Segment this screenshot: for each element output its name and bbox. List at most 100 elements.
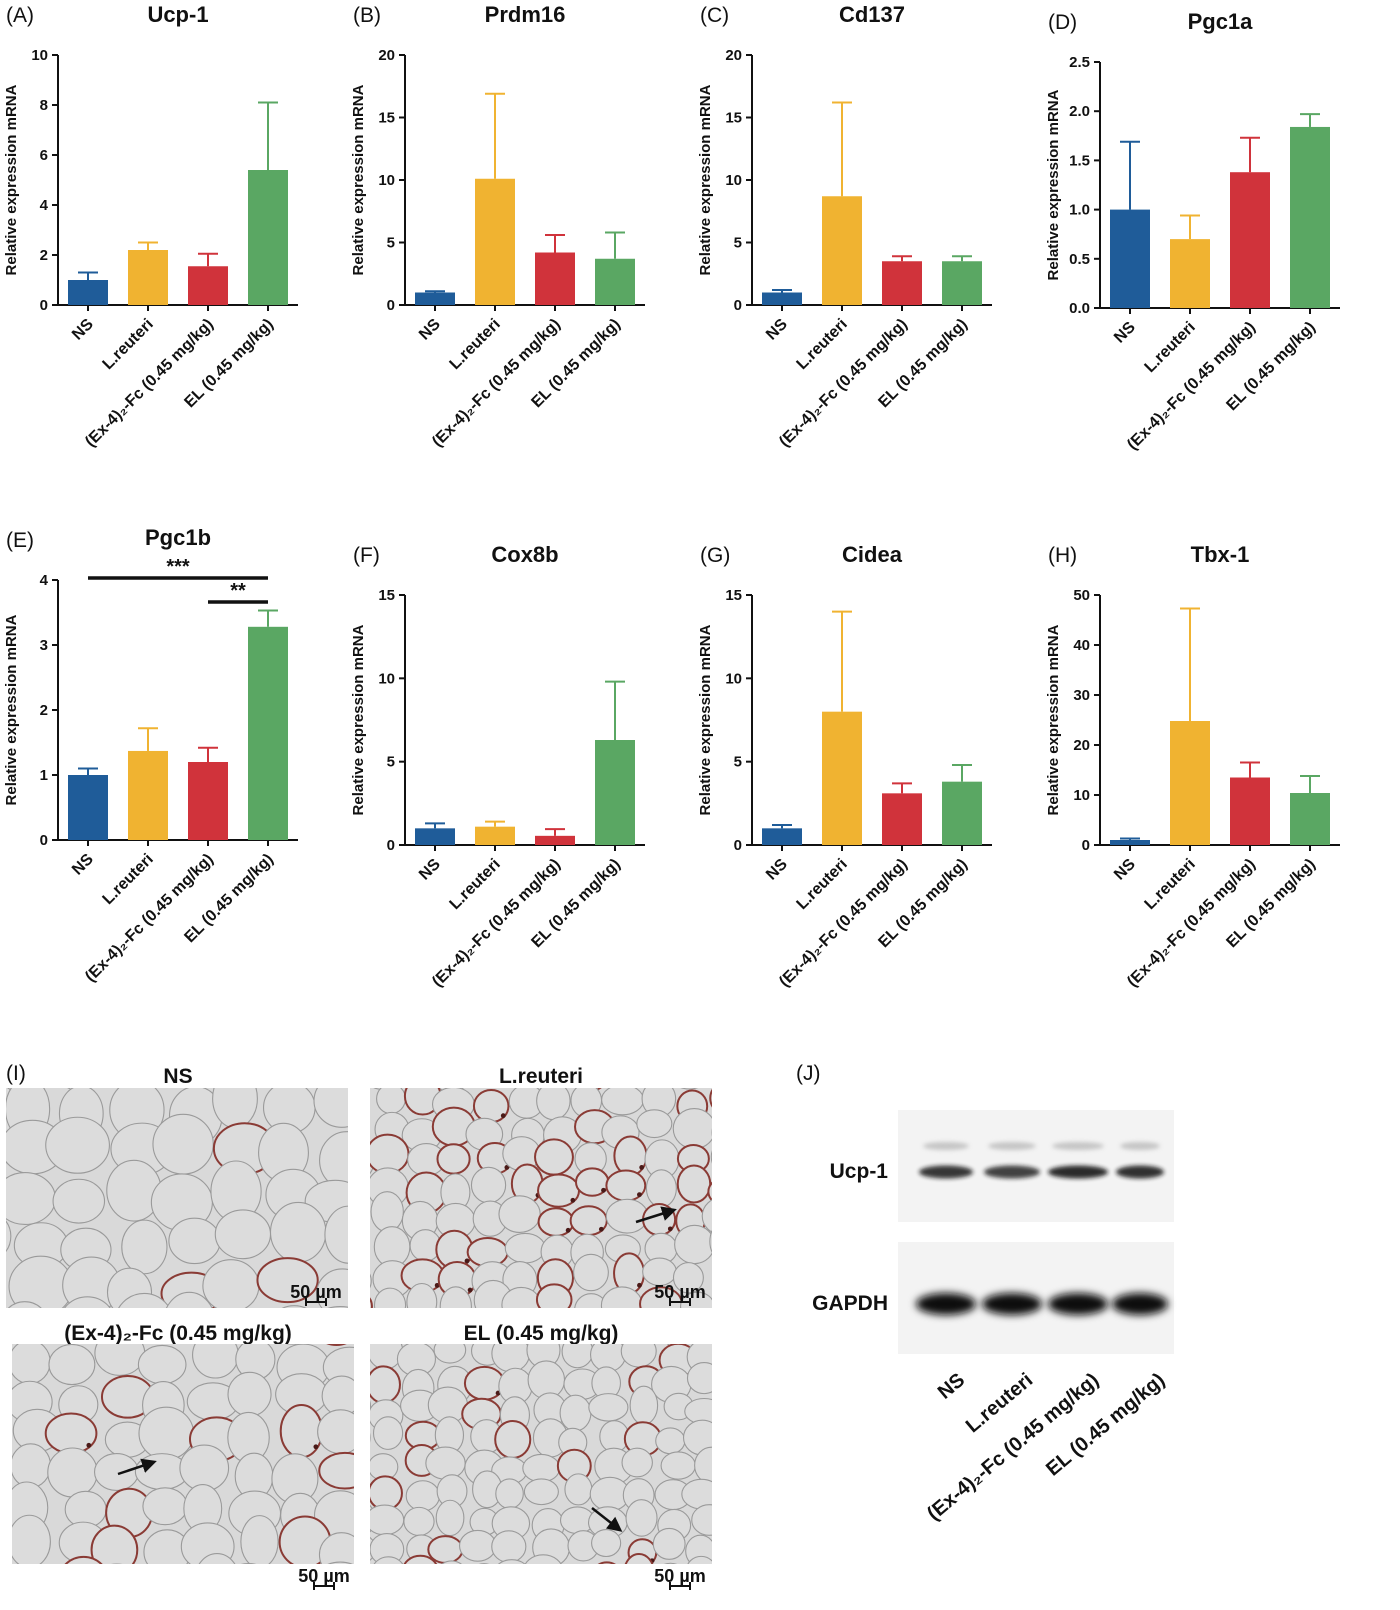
y-tick-label: 2 — [40, 247, 48, 264]
arrow-ex4fc — [117, 1458, 157, 1476]
panel-letter-g: (G) — [700, 544, 730, 567]
panel-letter-d: (D) — [1048, 11, 1077, 34]
blot-band-ucp1-l-reuteri — [984, 1165, 1040, 1179]
y-tick-label: 0 — [1082, 837, 1090, 854]
error-bar-l-reuteri — [485, 820, 505, 827]
significance-label: *** — [166, 556, 190, 578]
error-bar-ex-4-fc-0-45-mg-kg — [1240, 761, 1260, 778]
y-tick-label: 0 — [734, 837, 742, 854]
chart-d-pgc1a: (D) Pgc1a Relative expression mRNA 0.0 0.5 1.… — [1045, 9, 1340, 453]
y-tick-label: 0 — [387, 297, 395, 314]
y-axis-label: Relative expression mRNA — [350, 84, 367, 275]
y-tick-label: 15 — [378, 110, 395, 127]
bar-ex-4-fc-0-45-mg-kg — [535, 835, 575, 845]
error-bar-el-0-45-mg-kg — [952, 255, 972, 262]
bar-ns — [1110, 840, 1150, 845]
y-tick-label: 0.0 — [1069, 300, 1090, 317]
blot-band-gapdh-el-0-45-mg-kg — [1112, 1293, 1168, 1315]
y-tick-label: 15 — [378, 587, 395, 604]
y-tick-label: 6 — [40, 147, 48, 164]
category-label-ns: NS — [763, 316, 791, 344]
bar-el-0-45-mg-kg — [595, 258, 635, 305]
bar-ns — [415, 292, 455, 305]
arrow-el — [591, 1507, 623, 1532]
chart-title: Cidea — [842, 542, 903, 567]
error-bar-l-reuteri — [138, 727, 158, 751]
bar-ns — [68, 775, 108, 840]
bar-ex-4-fc-0-45-mg-kg — [188, 266, 228, 305]
error-bar-l-reuteri — [138, 241, 158, 250]
y-tick-label: 40 — [1073, 637, 1090, 654]
error-bar-ex-4-fc-0-45-mg-kg — [892, 255, 912, 262]
error-bar-el-0-45-mg-kg — [1300, 775, 1320, 793]
y-tick-label: 0.5 — [1069, 251, 1090, 268]
bar-el-0-45-mg-kg — [248, 626, 288, 840]
error-bar-ns — [1120, 140, 1140, 210]
y-tick-label: 1.5 — [1069, 152, 1090, 169]
error-bar-el-0-45-mg-kg — [952, 764, 972, 782]
blot-band-ucp1-upper-el-0-45-mg-kg — [1120, 1142, 1160, 1150]
scale-bar-lreuteri: 50 µm — [654, 1282, 706, 1306]
y-tick-label: 20 — [378, 47, 395, 64]
significance-bracket: *** — [88, 556, 268, 580]
y-axis-label: Relative expression mRNA — [697, 624, 714, 815]
y-tick-label: 0 — [387, 837, 395, 854]
chart-title: Cd137 — [839, 2, 905, 27]
y-tick-label: 5 — [387, 235, 395, 252]
error-bar-ns — [1120, 837, 1140, 840]
chart-h-tbx-1: (H) Tbx-1 Relative expression mRNA 0 10 20 30 4… — [1045, 542, 1340, 990]
bar-l-reuteri — [475, 178, 515, 305]
y-axis-label: Relative expression mRNA — [1045, 624, 1062, 815]
panel-letter-f: (F) — [353, 544, 380, 567]
y-tick-label: 2 — [40, 702, 48, 719]
micrograph-el-0-45-mg-kg — [370, 1344, 712, 1564]
bar-ex-4-fc-0-45-mg-kg — [1230, 777, 1270, 845]
bar-l-reuteri — [128, 250, 168, 305]
blot-band-ucp1-ex-4-fc-0-45-mg-kg — [1048, 1165, 1108, 1179]
chart-a-ucp-1: (A) Ucp-1 Relative expression mRNA 0 2 4 6 8 10 N… — [3, 2, 298, 450]
scale-bar-ex4fc: 50 µm — [298, 1566, 350, 1590]
y-tick-label: 30 — [1073, 687, 1090, 704]
error-bar-l-reuteri — [1180, 214, 1200, 240]
western-blot: (J) Ucp-1 GAPDH NS L.reuteri (Ex-4)₂-Fc … — [796, 1062, 1174, 1525]
blot-row-label-gapdh: GAPDH — [812, 1292, 888, 1315]
y-axis-label: Relative expression mRNA — [3, 614, 20, 805]
error-bar-ns — [78, 767, 98, 775]
category-label-ns: NS — [763, 856, 791, 884]
bar-l-reuteri — [1170, 239, 1210, 308]
y-tick-label: 8 — [40, 97, 48, 114]
category-label-ns: NS — [69, 851, 97, 879]
category-label-l-reuteri: L.reuteri — [447, 316, 504, 373]
bar-ns — [1110, 209, 1150, 308]
chart-c-cd137: (C) Cd137 Relative expression mRNA 0 5 10 15 20… — [697, 2, 992, 450]
bar-el-0-45-mg-kg — [1290, 126, 1330, 308]
y-tick-label: 10 — [378, 172, 395, 189]
error-bar-ns — [425, 822, 445, 829]
error-bar-ex-4-fc-0-45-mg-kg — [545, 828, 565, 836]
category-label-ns: NS — [1111, 319, 1139, 347]
y-tick-label: 1.0 — [1069, 202, 1090, 219]
chart-title: Pgc1b — [145, 525, 211, 550]
bar-ns — [415, 828, 455, 845]
category-label-l-reuteri: L.reuteri — [100, 851, 157, 908]
error-bar-ex-4-fc-0-45-mg-kg — [892, 782, 912, 794]
y-tick-label: 10 — [31, 47, 48, 64]
chart-title: Cox8b — [491, 542, 558, 567]
y-tick-label: 0 — [734, 297, 742, 314]
scale-label-lreuteri: 50 µm — [654, 1282, 705, 1302]
y-tick-label: 5 — [734, 235, 742, 252]
bar-ex-4-fc-0-45-mg-kg — [882, 261, 922, 305]
error-bar-l-reuteri — [832, 610, 852, 712]
y-axis-label: Relative expression mRNA — [1045, 89, 1062, 280]
y-tick-label: 5 — [387, 754, 395, 771]
blot-band-ucp1-el-0-45-mg-kg — [1116, 1165, 1164, 1179]
y-tick-label: 1 — [40, 767, 48, 784]
micrograph-title-el: EL (0.45 mg/kg) — [464, 1322, 619, 1345]
bar-el-0-45-mg-kg — [595, 740, 635, 845]
y-tick-label: 3 — [40, 637, 48, 654]
error-bar-ns — [772, 289, 792, 293]
blot-band-ucp1-upper-ns — [923, 1142, 969, 1150]
y-tick-label: 2.5 — [1069, 54, 1090, 71]
scale-label-ns: 50 µm — [290, 1282, 341, 1302]
